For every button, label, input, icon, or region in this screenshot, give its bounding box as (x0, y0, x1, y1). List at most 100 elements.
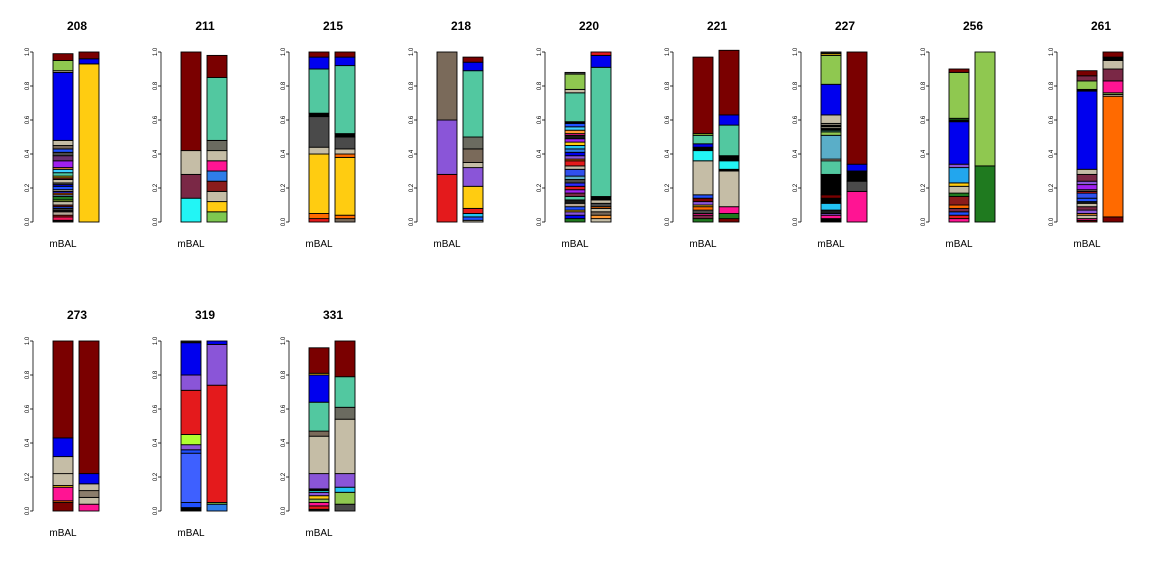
bar-segment (52, 216, 74, 221)
y-tick-label: 0.2 (281, 472, 287, 481)
bar-segment (564, 218, 586, 223)
bar-segment (692, 56, 714, 135)
y-tick-label: 0.6 (281, 404, 287, 413)
bar-segment (564, 148, 586, 153)
panel-title: 211 (195, 19, 215, 33)
bar-segment (78, 473, 100, 485)
bar-segment (974, 51, 996, 167)
bar-1 (1076, 70, 1098, 223)
bar-segment (564, 92, 586, 123)
bar-segment (52, 201, 74, 206)
bar-1 (52, 340, 74, 512)
bar-segment (308, 213, 330, 220)
y-tick-label: 0.8 (1049, 81, 1055, 90)
y-tick-label: 0.4 (793, 149, 799, 158)
y-tick-label: 0.6 (1049, 115, 1055, 124)
y-tick-label: 1.0 (25, 336, 31, 345)
panel-319: 319 0.0 0.2 0.4 0.6 0.8 1.0 mBAL (153, 308, 228, 539)
y-tick-label: 0.8 (281, 81, 287, 90)
bar-1 (308, 51, 330, 223)
panel-273: 273 0.0 0.2 0.4 0.6 0.8 1.0 mBAL (25, 308, 100, 539)
panel-title: 221 (707, 19, 727, 33)
bar-segment (564, 73, 586, 90)
bar-segment (590, 214, 612, 220)
bar-segment (948, 211, 970, 216)
bar-segment (308, 502, 330, 507)
bar-segment (564, 129, 586, 135)
bar-segment (846, 170, 868, 182)
bar-2 (1102, 51, 1124, 223)
bar-1 (52, 53, 74, 223)
bar-segment (52, 160, 74, 169)
bar-segment (180, 434, 202, 446)
bar-1 (180, 340, 202, 512)
bar-segment (52, 473, 74, 486)
bar-segment (180, 51, 202, 152)
bar-2 (334, 51, 356, 223)
bar-segment (590, 218, 612, 223)
bar-segment (308, 112, 330, 118)
bar-segment (78, 490, 100, 498)
bar-segment (1102, 95, 1124, 218)
bar-segment (308, 491, 330, 497)
x-axis-label: mBAL (945, 239, 973, 250)
bar-segment (52, 211, 74, 216)
x-axis-label: mBAL (433, 239, 461, 250)
bar-segment (206, 139, 228, 152)
y-tick-label: 0.6 (921, 115, 927, 124)
bar-segment (1076, 192, 1098, 199)
y-tick-label: 0.8 (153, 370, 159, 379)
bar-segment (564, 145, 586, 150)
bar-2 (78, 340, 100, 512)
y-tick-label: 1.0 (281, 47, 287, 56)
bar-segment (590, 211, 612, 216)
y-tick-label: 0.0 (921, 217, 927, 226)
y-tick-label: 0.4 (409, 149, 415, 158)
bar-segment (334, 418, 356, 475)
y-tick-label: 1.0 (793, 47, 799, 56)
y-tick-label: 0.0 (25, 217, 31, 226)
bar-segment (206, 77, 228, 141)
bar-segment (180, 502, 202, 509)
bar-segment (308, 473, 330, 490)
bar-segment (206, 150, 228, 162)
bar-segment (820, 194, 842, 199)
bar-1 (564, 71, 586, 223)
bar-segment (180, 389, 202, 435)
bar-segment (78, 63, 100, 223)
bar-segment (692, 143, 714, 148)
bar-segment (334, 340, 356, 378)
bar-segment (692, 197, 714, 203)
bar-segment (334, 153, 356, 158)
bar-segment (820, 173, 842, 196)
bar-segment (820, 197, 842, 204)
y-tick-label: 0.8 (153, 81, 159, 90)
bar-segment (1102, 60, 1124, 70)
bar-segment (180, 449, 202, 454)
bar-segment (1076, 75, 1098, 82)
bar-segment (308, 495, 330, 500)
bar-segment (206, 190, 228, 203)
y-tick-label: 0.2 (153, 183, 159, 192)
bar-segment (308, 498, 330, 503)
bar-segment (52, 502, 74, 512)
y-tick-label: 0.2 (25, 472, 31, 481)
bar-segment (1076, 206, 1098, 211)
bar-segment (334, 148, 356, 155)
y-tick-label: 0.0 (281, 217, 287, 226)
x-axis-label: mBAL (177, 239, 205, 250)
bar-segment (52, 71, 74, 141)
bar-segment (1102, 216, 1124, 223)
y-tick-label: 0.8 (25, 370, 31, 379)
bar-segment (564, 126, 586, 131)
bar-segment (180, 507, 202, 512)
bar-segment (180, 340, 202, 344)
x-axis-label: mBAL (49, 528, 77, 539)
bar-segment (206, 384, 228, 503)
bar-segment (308, 435, 330, 475)
bar-segment (52, 60, 74, 72)
bar-segment (1076, 173, 1098, 182)
bar-segment (308, 146, 330, 155)
bar-segment (948, 214, 970, 220)
